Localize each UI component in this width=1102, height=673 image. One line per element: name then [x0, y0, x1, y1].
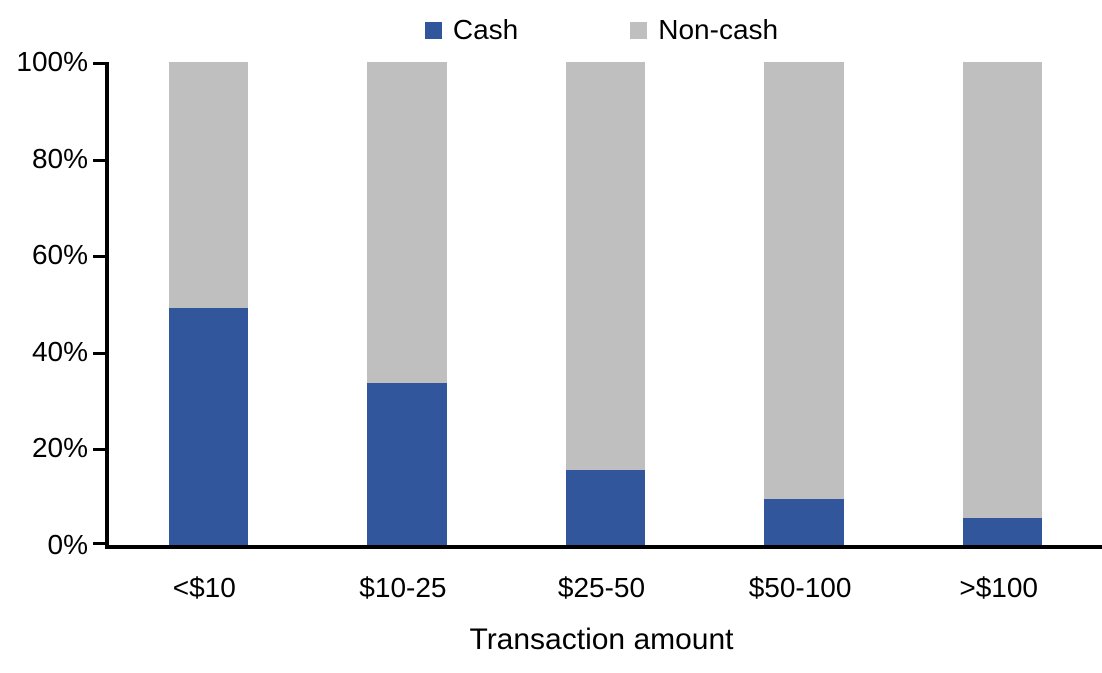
legend-item-noncash: Non-cash [630, 12, 778, 48]
x-axis-category-label: >$100 [959, 572, 1038, 603]
bar-slot [506, 62, 705, 545]
y-axis-tick [93, 448, 105, 452]
y-axis-tick [93, 255, 105, 259]
plot-area [93, 62, 1102, 549]
stacked-bar [168, 62, 249, 545]
x-axis-category-label: $25-50 [557, 572, 646, 603]
cash-segment [565, 470, 646, 545]
bar-slot [903, 62, 1102, 545]
noncash-legend-label: Non-cash [658, 14, 779, 45]
noncash-segment [962, 62, 1043, 519]
y-axis-tick [93, 351, 105, 355]
legend-item-cash: Cash [424, 12, 519, 48]
cash-segment [962, 518, 1043, 545]
y-axis-tick-label: 40% [31, 335, 88, 367]
x-axis-labels: <$10 $10-25 $25-50 $50-100 >$100 [105, 572, 1098, 604]
y-axis-labels: 0% 20% 40% 60% 80% 100% [0, 48, 88, 559]
cash-segment [168, 308, 249, 545]
stacked-bar [565, 62, 646, 545]
y-axis-tick [93, 158, 105, 162]
noncash-segment [764, 62, 844, 500]
bar-slot [109, 62, 308, 545]
cash-legend-label: Cash [452, 14, 519, 45]
y-axis-tick-label: 100% [16, 46, 88, 77]
y-axis-tick-label: 0% [47, 529, 88, 560]
y-axis-tick-label: 60% [31, 239, 88, 271]
stacked-bar [962, 62, 1043, 545]
x-axis-category-label: <$10 [172, 572, 236, 603]
bars [109, 62, 1102, 545]
stacked-bar [367, 62, 447, 545]
y-axis-tick [93, 542, 105, 545]
cash-segment [367, 383, 447, 545]
y-axis-tick [93, 62, 105, 65]
x-axis-category-label: $10-25 [359, 572, 447, 603]
cash-segment [764, 499, 844, 545]
cash-legend-swatch-icon [424, 21, 442, 39]
legend: Cash Non-cash [105, 12, 1098, 48]
y-axis-tick-label: 20% [31, 432, 88, 464]
noncash-legend-swatch-icon [630, 21, 648, 39]
noncash-segment [565, 62, 646, 471]
bar-slot [705, 62, 904, 545]
x-axis-title: Transaction amount [469, 623, 734, 656]
bar-slot [308, 62, 507, 545]
y-axis-tick-label: 80% [31, 142, 88, 174]
stacked-bar [764, 62, 844, 545]
noncash-segment [168, 62, 249, 309]
x-axis-category-label: $50-100 [748, 572, 852, 603]
noncash-segment [367, 62, 447, 384]
